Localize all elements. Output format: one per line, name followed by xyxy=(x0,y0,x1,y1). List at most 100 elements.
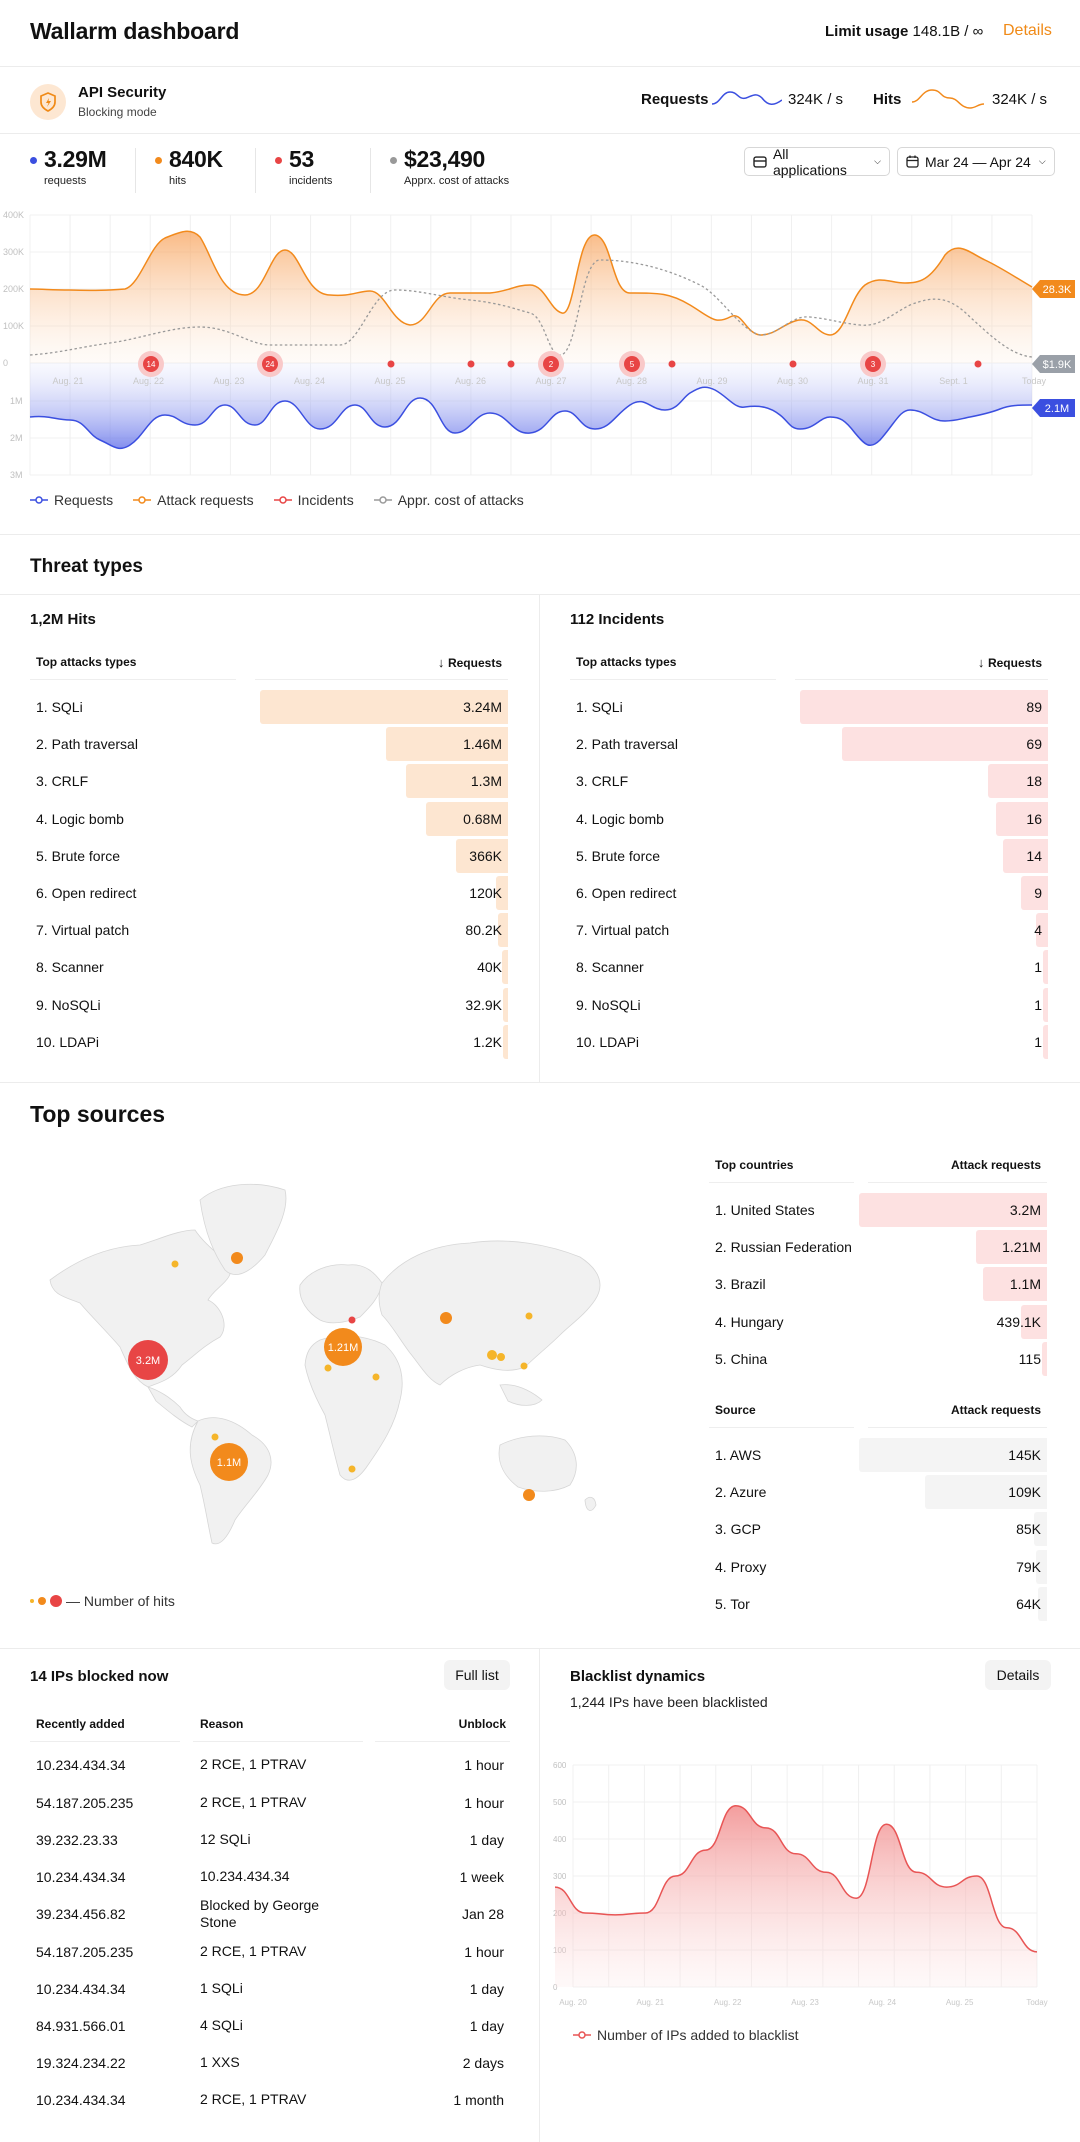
table-row[interactable]: 3. CRLF 1.3M xyxy=(30,764,508,799)
table-row[interactable]: 1. SQLi 89 xyxy=(570,690,1048,724)
countries-table-col-value[interactable]: Attack requests xyxy=(709,1158,1047,1172)
table-row[interactable]: 10. LDAPi 1 xyxy=(570,1024,1048,1059)
table-row[interactable]: 5. Brute force 366K xyxy=(30,838,508,873)
table-row-value: 69 xyxy=(1026,736,1042,753)
blocked-row[interactable]: 10.234.434.34 10.234.434.34 1 week xyxy=(36,1858,504,1895)
incident-dot[interactable] xyxy=(467,360,475,368)
table-row[interactable]: 3. CRLF 18 xyxy=(570,764,1048,799)
blocked-row[interactable]: 19.324.234.22 1 XXS 2 days xyxy=(36,2044,504,2081)
date-range-dropdown[interactable]: Mar 24 — Apr 24 ⌵ xyxy=(897,147,1055,176)
blocked-row-unblock[interactable]: 1 day xyxy=(469,1980,504,1997)
blocked-row-unblock[interactable]: 2 days xyxy=(462,2054,504,2071)
map-dot[interactable] xyxy=(525,1312,533,1320)
table-row[interactable]: 8. Scanner 1 xyxy=(570,950,1048,985)
incident-dot[interactable] xyxy=(789,360,797,368)
details-link[interactable]: Details xyxy=(1003,22,1052,39)
incidents-table-col-value[interactable]: ↓ Requests xyxy=(570,655,1048,670)
full-list-button[interactable]: Full list xyxy=(444,1660,510,1690)
table-row[interactable]: 10. LDAPi 1.2K xyxy=(30,1024,508,1059)
incident-badge[interactable] xyxy=(143,356,159,372)
table-row[interactable]: 4. Hungary 439.1K xyxy=(709,1304,1047,1339)
blocked-row[interactable]: 54.187.205.235 2 RCE, 1 PTRAV 1 hour xyxy=(36,1784,504,1821)
blocked-row-unblock[interactable]: 1 hour xyxy=(464,1794,504,1811)
blocked-col-2[interactable]: Unblock xyxy=(458,1717,506,1731)
map-dot[interactable] xyxy=(348,1465,356,1473)
providers-table-col-value[interactable]: Attack requests xyxy=(709,1403,1047,1417)
table-row[interactable]: 8. Scanner 40K xyxy=(30,950,508,985)
blocked-row[interactable]: 10.234.434.34 2 RCE, 1 PTRAV 1 month xyxy=(36,2081,504,2118)
map-dot[interactable] xyxy=(372,1373,380,1381)
blocked-row[interactable]: 10.234.434.34 1 SQLi 1 day xyxy=(36,1970,504,2007)
blocked-row-unblock[interactable]: Jan 28 xyxy=(461,1905,504,1922)
blocked-row-unblock[interactable]: 1 day xyxy=(469,2017,504,2034)
table-row[interactable]: 1. SQLi 3.24M xyxy=(30,690,508,724)
map-dot[interactable] xyxy=(440,1312,452,1324)
incident-dot[interactable] xyxy=(507,360,515,368)
incident-dot[interactable] xyxy=(387,360,395,368)
applications-dropdown[interactable]: All applications ⌵ xyxy=(744,146,890,178)
table-row-bar xyxy=(800,690,1048,724)
table-row[interactable]: 9. NoSQLi 1 xyxy=(570,987,1048,1022)
table-row[interactable]: 1. AWS 145K xyxy=(709,1438,1047,1472)
table-row[interactable]: 2. Path traversal 1.46M xyxy=(30,727,508,762)
map-dot[interactable] xyxy=(211,1433,219,1441)
map-bubble[interactable] xyxy=(324,1328,362,1366)
table-row[interactable]: 9. NoSQLi 32.9K xyxy=(30,987,508,1022)
table-row[interactable]: 1. United States 3.2M xyxy=(709,1193,1047,1227)
blocked-row[interactable]: 84.931.566.01 4 SQLi 1 day xyxy=(36,2007,504,2044)
table-row[interactable]: 2. Russian Federation 1.21M xyxy=(709,1230,1047,1265)
blacklist-details-button[interactable]: Details xyxy=(985,1660,1051,1690)
table-row[interactable]: 7. Virtual patch 80.2K xyxy=(30,913,508,948)
map-dot[interactable] xyxy=(231,1252,243,1264)
table-row[interactable]: 4. Proxy 79K xyxy=(709,1549,1047,1584)
blocked-col-1[interactable]: Reason xyxy=(200,1717,244,1731)
legend-attack-requests[interactable]: Attack requests xyxy=(133,492,254,508)
incident-badge[interactable] xyxy=(624,356,640,372)
legend-attack-cost[interactable]: Appr. cost of attacks xyxy=(373,492,524,508)
blocked-row-unblock[interactable]: 1 hour xyxy=(464,1943,504,1960)
blocked-row-unblock[interactable]: 1 month xyxy=(453,2091,504,2108)
incident-badge[interactable] xyxy=(865,356,881,372)
blocked-row[interactable]: 10.234.434.34 2 RCE, 1 PTRAV 1 hour xyxy=(36,1746,504,1783)
incident-dot[interactable] xyxy=(974,360,982,368)
legend-dot-medium-icon xyxy=(38,1597,46,1605)
table-row-bar xyxy=(426,801,508,836)
table-row[interactable]: 3. Brazil 1.1M xyxy=(709,1267,1047,1302)
blocked-row-unblock[interactable]: 1 day xyxy=(469,1831,504,1848)
blocked-row[interactable]: 39.232.23.33 12 SQLi 1 day xyxy=(36,1821,504,1858)
legend-incidents[interactable]: Incidents xyxy=(273,492,354,508)
table-row[interactable]: 3. GCP 85K xyxy=(709,1512,1047,1547)
incident-badge[interactable] xyxy=(543,356,559,372)
blocked-row[interactable]: 39.234.456.82 Blocked by George Stone Jan … xyxy=(36,1895,504,1932)
table-row[interactable]: 2. Azure 109K xyxy=(709,1475,1047,1510)
table-row[interactable]: 6. Open redirect 9 xyxy=(570,876,1048,910)
map-dot[interactable] xyxy=(171,1260,179,1268)
map-dot[interactable] xyxy=(523,1489,535,1501)
table-row[interactable]: 4. Logic bomb 0.68M xyxy=(30,801,508,836)
blocked-row[interactable]: 54.187.205.235 2 RCE, 1 PTRAV 1 hour xyxy=(36,1933,504,1970)
stat-dot-icon xyxy=(275,157,282,164)
table-row[interactable]: 7. Virtual patch 4 xyxy=(570,913,1048,948)
map-dot[interactable] xyxy=(487,1350,497,1360)
blocked-row-unblock[interactable]: 1 week xyxy=(459,1868,504,1885)
map-dot[interactable] xyxy=(348,1316,356,1324)
incident-badge[interactable] xyxy=(262,356,278,372)
table-row[interactable]: 5. China 115 xyxy=(709,1341,1047,1376)
map-dot[interactable] xyxy=(520,1362,528,1370)
incident-dot[interactable] xyxy=(668,360,676,368)
blocked-col-0[interactable]: Recently added xyxy=(36,1717,125,1731)
table-row[interactable]: 2. Path traversal 69 xyxy=(570,727,1048,762)
map-dot[interactable] xyxy=(497,1353,505,1361)
map-dot[interactable] xyxy=(324,1364,332,1372)
header-underline xyxy=(193,1741,363,1742)
hits-table-col-value[interactable]: ↓ Requests xyxy=(30,655,508,670)
table-row[interactable]: 5. Tor 64K xyxy=(709,1586,1047,1621)
legend-requests[interactable]: Requests xyxy=(30,492,113,508)
map-bubble[interactable] xyxy=(128,1340,168,1380)
blocked-row-unblock[interactable]: 1 hour xyxy=(464,1756,504,1773)
table-row[interactable]: 4. Logic bomb 16 xyxy=(570,801,1048,836)
map-bubble[interactable] xyxy=(210,1443,248,1481)
table-row[interactable]: 5. Brute force 14 xyxy=(570,838,1048,873)
incident-badge-label: 3 xyxy=(871,360,876,369)
table-row[interactable]: 6. Open redirect 120K xyxy=(30,876,508,910)
